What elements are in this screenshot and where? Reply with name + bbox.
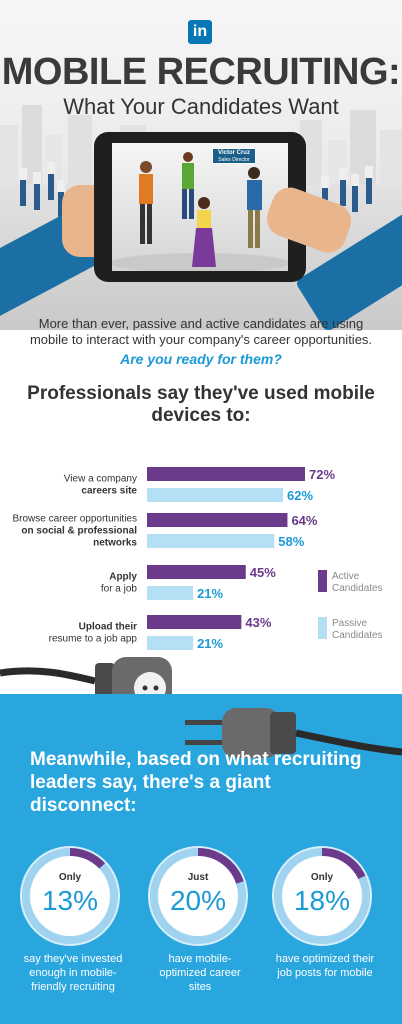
legend-label: Passive: [332, 618, 367, 629]
stat-caption: have mobile-optimized career sites: [159, 953, 241, 993]
data-label: 62%: [287, 488, 313, 503]
name-tag-role: Sales Director: [218, 157, 250, 163]
stat-ring-progress: [150, 848, 246, 944]
bar-passive: [147, 636, 194, 650]
recruiters-heading: Meanwhile, based on what recruiting lead…: [30, 749, 362, 816]
bar-active: [147, 513, 288, 527]
stat-ring-progress: [274, 848, 370, 944]
name-tag: Victor Cruz Sales Director: [212, 148, 256, 164]
bar-active: [147, 467, 305, 481]
plug-illustration-right: [185, 708, 402, 758]
data-label: 43%: [245, 615, 271, 630]
category-label: Browse career opportunities: [12, 514, 137, 525]
tablet-screen: [110, 143, 290, 273]
hero-illustration: Victor Cruz Sales Director in MOBILE REC…: [0, 0, 402, 330]
category-label: resume to a job app: [49, 634, 138, 645]
stat-qualifier: Only: [311, 872, 334, 883]
data-label: 58%: [278, 534, 304, 549]
legend-label: Candidates: [332, 630, 383, 641]
data-label: 21%: [197, 586, 223, 601]
chart-heading: Professionals say they've used mobile de…: [27, 383, 375, 426]
category-label: careers site: [81, 486, 137, 497]
category-label: Apply: [109, 572, 137, 583]
category-label: networks: [93, 538, 137, 549]
category-label: View a company: [64, 474, 137, 485]
name-tag-name: Victor Cruz: [218, 150, 250, 156]
stat-value: 18%: [294, 885, 350, 916]
stat-ring-center: [30, 856, 110, 936]
legend-swatch: [318, 617, 327, 639]
stat-value: 13%: [42, 885, 98, 916]
stat-ring-center: [282, 856, 362, 936]
bar-passive: [147, 586, 194, 600]
stat-qualifier: Only: [59, 872, 82, 883]
page-title: MOBILE RECRUITING:: [1, 51, 401, 93]
data-label: 21%: [197, 636, 223, 651]
bar-active: [147, 565, 246, 579]
stat-ring-center: [158, 856, 238, 936]
candidates-illustration: [110, 152, 290, 273]
legend-label: Active: [332, 571, 360, 582]
stat-ring-progress: [22, 848, 118, 944]
category-label: on social & professional: [21, 526, 137, 537]
stat-caption: have optimized their job posts for mobil…: [275, 953, 375, 979]
page-subtitle: What Your Candidates Want: [63, 94, 339, 119]
category-label: for a job: [101, 584, 138, 595]
linkedin-logo-icon: in: [188, 20, 212, 44]
stat-rings: Only 13% Just 20% Only 18%: [20, 846, 372, 946]
data-label: 64%: [291, 513, 317, 528]
data-label: 45%: [250, 565, 276, 580]
stat-qualifier: Just: [188, 872, 209, 883]
data-label: 72%: [309, 467, 335, 482]
intro-text: More than ever, passive and active candi…: [29, 316, 373, 347]
category-label: Upload their: [79, 622, 137, 633]
intro-question: Are you ready for them?: [120, 351, 282, 367]
bar-passive: [147, 488, 284, 502]
bar-passive: [147, 534, 275, 548]
legend-label: Candidates: [332, 583, 383, 594]
stat-caption: say they've invested enough in mobile-fr…: [23, 953, 123, 993]
legend-swatch: [318, 570, 327, 592]
stat-value: 20%: [170, 885, 226, 916]
bar-active: [147, 615, 242, 629]
